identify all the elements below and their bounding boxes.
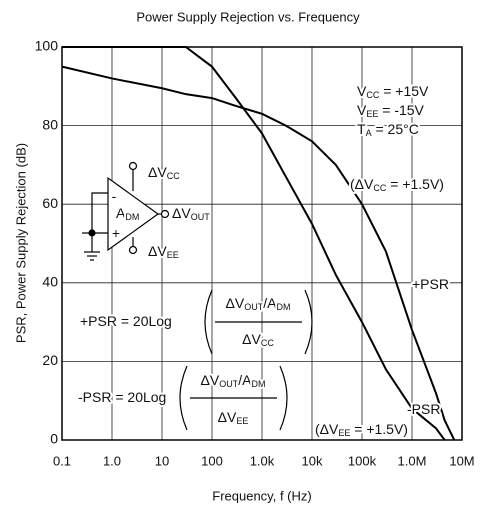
x-tick-label: 10 [155, 453, 169, 468]
y-tick-label: 100 [35, 38, 59, 54]
x-tick-label: 10M [449, 453, 474, 468]
annotation: + [112, 225, 120, 241]
annotation: -PSR = 20Log [78, 389, 166, 405]
subscript: CC [261, 338, 274, 348]
paren [179, 365, 188, 431]
series-line [62, 46, 446, 441]
x-tick-label: 1.0 [103, 453, 121, 468]
y-axis-label: PSR, Power Supply Rejection (dB) [13, 143, 28, 343]
lines [61, 46, 456, 441]
annotation: ΔVOUT/ADM [201, 372, 266, 390]
annotation: ΔVOUT/ADM [226, 295, 291, 313]
y-tick-label: 40 [42, 274, 58, 290]
subscript: DM [251, 379, 265, 389]
annotation-text: = -15V [378, 102, 424, 118]
annotation: ΔVCC [148, 164, 180, 182]
subscript: DM [125, 212, 139, 222]
annotation-text: ΔV [242, 331, 261, 347]
annotation-text: +PSR [412, 276, 449, 292]
annotation-text: = 25°C [372, 121, 419, 137]
y-tick-label: 0 [50, 431, 58, 447]
annotation-text: ΔV [148, 164, 167, 180]
annotation-text: ΔV [201, 372, 220, 388]
y-tick-label: 20 [42, 352, 58, 368]
annotation-text: ΔV [172, 205, 191, 221]
annotation-text: ΔV [148, 243, 167, 259]
annotation: VEE = -15V [357, 102, 425, 120]
subscript: OUT [191, 212, 211, 222]
annotation-text: = +1.5V) [386, 176, 444, 192]
annotation: +PSR = 20Log [80, 313, 172, 329]
annotation: +PSR [412, 276, 449, 292]
annotation-text: V [357, 83, 367, 99]
annotation-text: /A [263, 295, 277, 311]
annotation-text: = +1.5V) [350, 421, 408, 437]
subscript: CC [373, 183, 386, 193]
annotation-text: A [116, 205, 126, 221]
wire [91, 192, 108, 234]
annotation-text: T [357, 121, 366, 137]
terminal [128, 161, 138, 171]
plot-frame [61, 46, 463, 441]
x-tick-label: 1.0M [398, 453, 427, 468]
annotation-text: - [112, 188, 117, 204]
subscript: OUT [244, 302, 264, 312]
annotation-text: -PSR [407, 401, 440, 417]
x-axis-label: Frequency, f (Hz) [212, 488, 311, 503]
terminal [128, 245, 138, 255]
annotation: ADM [116, 205, 139, 223]
terminal [160, 209, 170, 219]
subscript: EE [338, 428, 350, 438]
annotation: (ΔVEE = +1.5V) [315, 421, 408, 439]
annotation-text: (ΔV [350, 176, 374, 192]
annotation: ΔVOUT [172, 205, 210, 223]
x-tick-label: 10k [302, 453, 323, 468]
op-amp-diagram [82, 161, 170, 261]
paren [204, 289, 213, 355]
y-tick-label: 80 [42, 116, 58, 132]
annotation-text: -PSR = 20Log [78, 389, 166, 405]
annotation: - [112, 188, 117, 204]
node [88, 229, 96, 237]
x-tick-label: 100 [201, 453, 223, 468]
annotation-text: = +15V [379, 83, 429, 99]
annotation: (ΔVCC = +1.5V) [350, 176, 444, 194]
x-tick-label: 1.0k [250, 453, 275, 468]
annotation-text: ΔV [218, 409, 237, 425]
op-amp [107, 176, 160, 252]
subscript: A [366, 128, 372, 138]
x-tick-label: 100k [348, 453, 377, 468]
annotation-text: V [357, 102, 367, 118]
annotation: -PSR [407, 401, 440, 417]
x-tick-label: 0.1 [53, 453, 71, 468]
subscript: DM [276, 302, 290, 312]
formula-shapes [179, 289, 313, 431]
paren [304, 289, 313, 355]
annotation-text: (ΔV [315, 421, 339, 437]
annotation: TA = 25°C [357, 121, 419, 139]
annotation-text: /A [238, 372, 252, 388]
annotation: VCC = +15V [357, 83, 429, 101]
y-tick-label: 60 [42, 195, 58, 211]
chart-title: Power Supply Rejection vs. Frequency [136, 9, 360, 24]
subscript: EE [236, 416, 248, 426]
subscript: EE [366, 109, 378, 119]
annotation-text: ΔV [226, 295, 245, 311]
annotation: ΔVEE [148, 243, 179, 261]
annotation: ΔVCC [242, 331, 274, 349]
series-line [61, 65, 456, 441]
annotation-text: +PSR = 20Log [80, 313, 172, 329]
subscript: EE [167, 250, 179, 260]
paren [279, 365, 288, 431]
annotation-text: + [112, 225, 120, 241]
subscript: OUT [219, 379, 239, 389]
annotation: ΔVEE [218, 409, 249, 427]
subscript: CC [167, 171, 180, 181]
subscript: CC [366, 90, 379, 100]
